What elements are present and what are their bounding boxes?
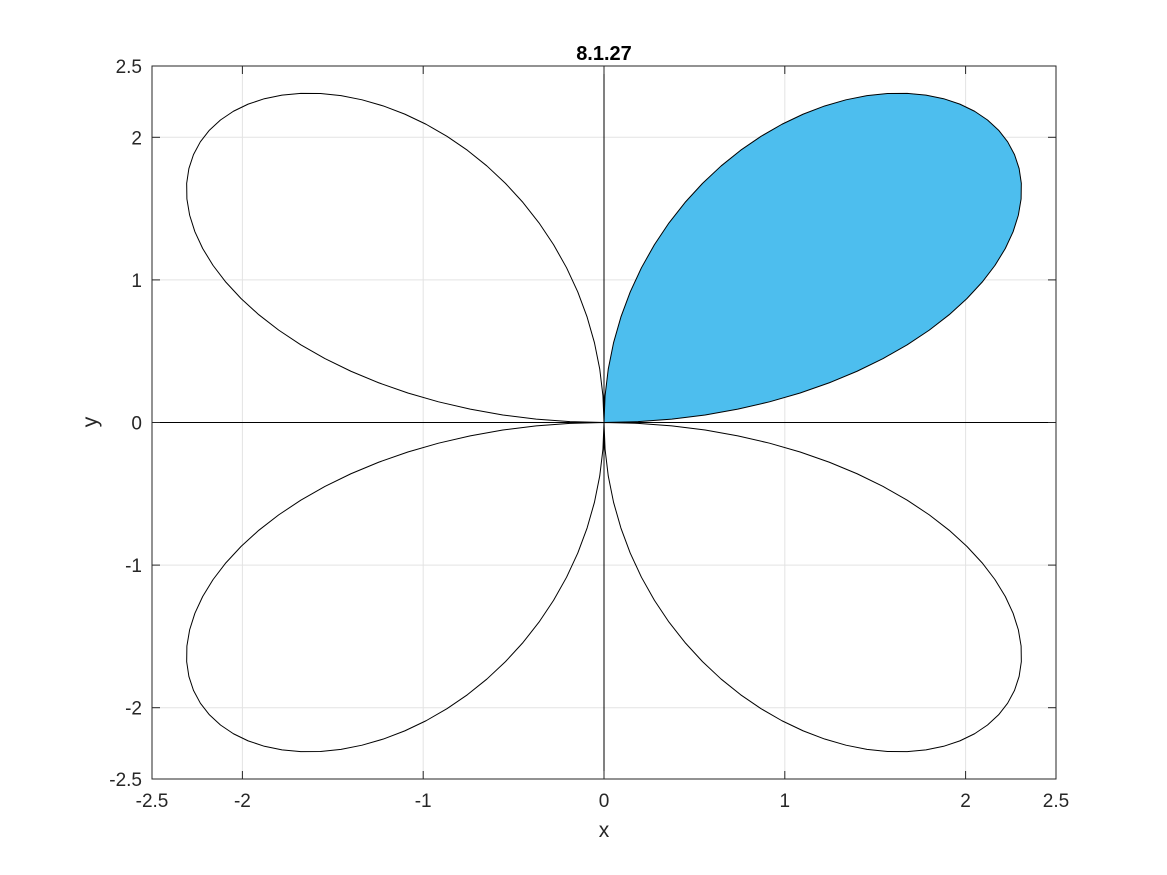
y-axis-label: y xyxy=(79,416,102,427)
y-ticks: -2.5 -2 -1 0 1 2 2.5 xyxy=(109,57,1056,791)
rose-curve xyxy=(186,92,1022,753)
y-tick-label-1: -2 xyxy=(125,699,142,720)
x-tick-label-0: -2.5 xyxy=(136,791,169,812)
y-tick-label-2: -1 xyxy=(125,556,142,577)
shaded-region xyxy=(604,93,1022,423)
shaded-region-layer xyxy=(604,93,1022,423)
chart-title: 8.1.27 xyxy=(576,43,632,65)
curve-layer xyxy=(186,92,1022,753)
x-ticks: -2.5 -2 -1 0 1 2 2.5 xyxy=(136,66,1069,812)
y-tick-label-6: 2.5 xyxy=(116,57,142,78)
y-tick-label-5: 2 xyxy=(131,128,142,149)
x-tick-label-5: 2 xyxy=(960,791,971,812)
x-tick-label-1: -2 xyxy=(234,791,251,812)
y-tick-label-0: -2.5 xyxy=(109,770,142,791)
x-tick-label-2: -1 xyxy=(415,791,432,812)
x-tick-label-3: 0 xyxy=(599,791,610,812)
x-tick-label-4: 1 xyxy=(780,791,791,812)
x-axis-label: x xyxy=(599,819,610,842)
y-tick-label-4: 1 xyxy=(131,271,142,292)
y-tick-label-3: 0 xyxy=(131,414,142,435)
x-tick-label-6: 2.5 xyxy=(1043,791,1069,812)
